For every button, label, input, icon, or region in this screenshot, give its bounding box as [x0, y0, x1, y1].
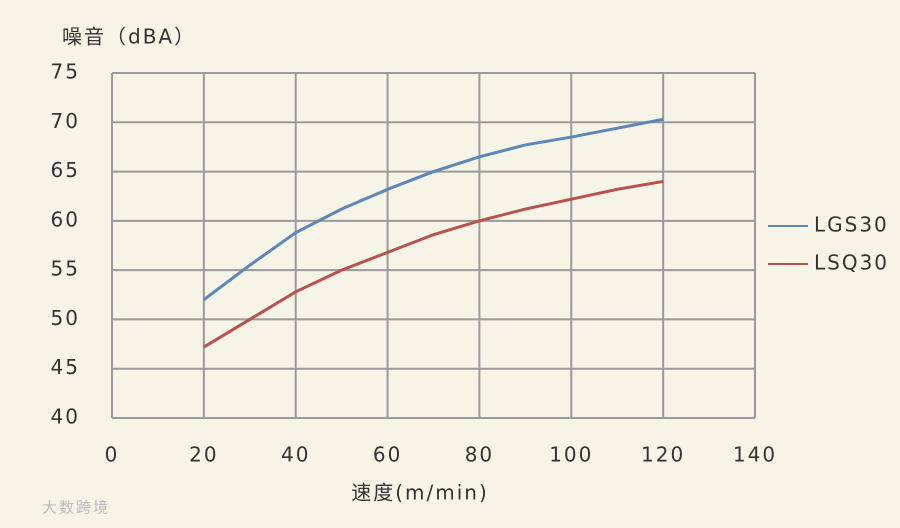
- line-series: [203, 179, 664, 349]
- x-tick-label: 120: [641, 443, 685, 467]
- x-tick-label: 100: [549, 443, 593, 467]
- legend-label: LGS30: [814, 213, 889, 237]
- x-tick-label: 140: [733, 443, 777, 467]
- x-tick-label: 20: [189, 443, 218, 467]
- legend-label: LSQ30: [814, 251, 889, 275]
- y-tick-label: 70: [51, 109, 80, 133]
- y-tick-label: 75: [51, 60, 80, 84]
- y-axis-label: 噪音（dBA）: [62, 25, 196, 49]
- line-series: [202, 117, 664, 301]
- x-axis-label: 速度(m/min): [351, 481, 489, 505]
- watermark: 大数跨境: [42, 499, 110, 517]
- y-tick-label: 65: [51, 158, 80, 182]
- y-tick-label: 50: [51, 306, 80, 330]
- y-tick-label: 55: [51, 257, 80, 281]
- x-tick-label: 40: [281, 443, 310, 467]
- y-tick-label: 60: [51, 207, 80, 231]
- x-tick-label: 80: [465, 443, 494, 467]
- x-tick-label: 0: [105, 443, 120, 467]
- y-tick-label: 40: [51, 405, 80, 429]
- x-tick-label: 60: [373, 443, 402, 467]
- y-tick-label: 45: [51, 355, 80, 379]
